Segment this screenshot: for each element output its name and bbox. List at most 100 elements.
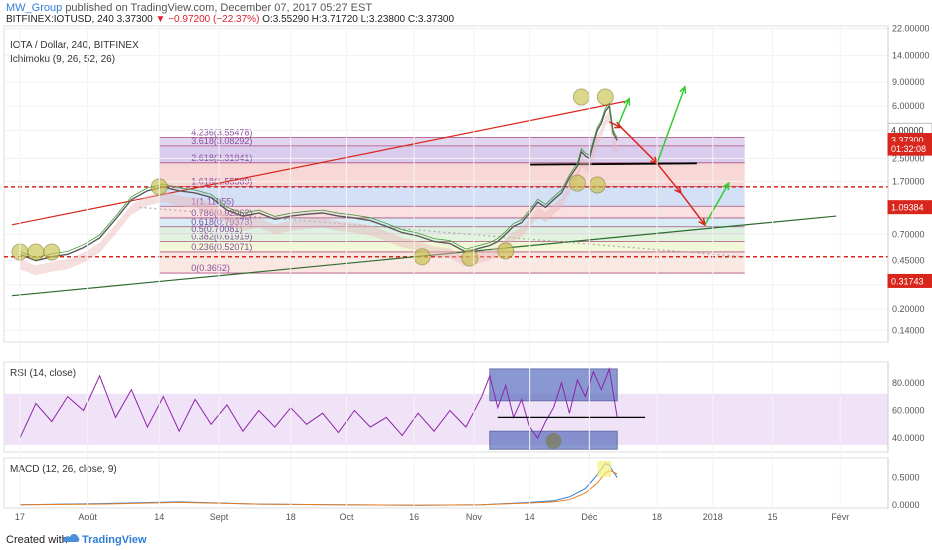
time-tick-label: 2018 bbox=[703, 512, 723, 522]
fib-band bbox=[159, 241, 745, 252]
symbol-line: BITFINEX:IOTUSD, 240 3.37300 ▼ −0.97200 … bbox=[6, 14, 454, 25]
fib-band bbox=[159, 226, 745, 235]
macd-highlight bbox=[597, 460, 612, 477]
price-tick-label: 9.00000 bbox=[892, 77, 925, 87]
green-arrow-head bbox=[623, 97, 631, 106]
fib-band bbox=[159, 206, 745, 218]
rsi-line bbox=[19, 366, 618, 440]
price-badge-label: 01:32:08 bbox=[891, 144, 926, 154]
red-arrow bbox=[656, 162, 682, 194]
time-tick-label: 18 bbox=[286, 512, 296, 522]
trend-line-black-level bbox=[529, 162, 697, 166]
rsi-title: RSI (14, close) bbox=[10, 368, 76, 379]
time-tick-label: Déc bbox=[581, 512, 598, 522]
fib-band bbox=[159, 137, 745, 146]
red-arrow-head bbox=[674, 185, 683, 195]
rsi-highlight-box bbox=[489, 368, 618, 402]
fib-level-label: 0.618(0.79373) bbox=[191, 217, 252, 227]
time-axis: 17 Août 14 Sept 18 Oct 16 Nov 14 Déc 18 2018 15 Févr bbox=[15, 26, 849, 522]
highlight-circle bbox=[497, 242, 515, 260]
chart-header: MW_Group published on TradingView.com, D… bbox=[0, 0, 932, 25]
macd-tick-label: 0.0000 bbox=[892, 500, 920, 510]
highlight-circle bbox=[27, 243, 45, 261]
price-badge-label: 1.09384 bbox=[891, 203, 924, 213]
price-tick-label: 0.14000 bbox=[892, 325, 925, 335]
highlight-circle bbox=[596, 88, 614, 106]
time-tick-label: 15 bbox=[768, 512, 778, 522]
price-tick-label: 2.50000 bbox=[892, 153, 925, 163]
red-arrow bbox=[680, 192, 706, 226]
red-arrow-head bbox=[698, 217, 706, 227]
chart-canvas[interactable]: 4.236(3.55478)3.618(3.08292) 2.618(2.3194… bbox=[0, 24, 932, 528]
time-tick-label: Sept bbox=[210, 512, 229, 522]
highlight-circle bbox=[572, 88, 590, 106]
highlight-circle bbox=[568, 174, 586, 192]
price-badge bbox=[887, 141, 932, 156]
time-tick-label: Oct bbox=[339, 512, 354, 522]
price-badge-label: 4.00000 bbox=[891, 125, 924, 135]
ichimoku-cloud bbox=[19, 111, 618, 276]
time-tick-label: 18 bbox=[652, 512, 662, 522]
rsi-tick-label: 80.0000 bbox=[892, 378, 925, 388]
price-change: −0.97200 (−22.37%) bbox=[168, 14, 260, 25]
green-arrow-head bbox=[679, 85, 687, 94]
rsi-highlight-circle bbox=[545, 432, 562, 449]
macd-panel: MACD (12, 26, close, 9) 0.5000 0.0000 bbox=[3, 457, 920, 510]
fib-level-label: 0.236(0.52071) bbox=[191, 242, 252, 252]
price-title: IOTA / Dollar, 240, BITFINEX bbox=[10, 40, 139, 51]
fib-level-label: 3.618(3.08292) bbox=[191, 136, 252, 146]
fib-level-label: 0(0.3652) bbox=[191, 263, 230, 273]
rsi-tick-label: 40.0000 bbox=[892, 433, 925, 443]
price-tick-label: 0.20000 bbox=[892, 304, 925, 314]
green-arrow bbox=[704, 182, 730, 226]
tradingview-logo-icon bbox=[63, 534, 80, 542]
price-tick-label: 6.00000 bbox=[892, 101, 925, 111]
time-tick-label: Nov bbox=[466, 512, 483, 522]
trend-line-red-trend bbox=[11, 100, 626, 226]
rsi-panel: RSI (14, close) 80.0000 60.0000 40.0000 bbox=[3, 361, 925, 453]
symbol-label: BITFINEX:IOTUSD, 240 bbox=[6, 14, 114, 25]
macd-tick-label: 0.5000 bbox=[892, 472, 920, 482]
green-arrow bbox=[656, 86, 686, 164]
fib-level-label: 1(1.11955) bbox=[191, 196, 234, 206]
highlight-circle bbox=[43, 243, 61, 261]
price-tick-label: 0.45000 bbox=[892, 256, 925, 266]
price-badge bbox=[887, 273, 932, 288]
footer-brand[interactable]: TradingView bbox=[82, 534, 147, 546]
price-badge-label: 3.37300 bbox=[891, 135, 924, 145]
green-arrow-head bbox=[722, 181, 730, 191]
price-tick-label: 1.70000 bbox=[892, 176, 925, 186]
time-tick-label: 14 bbox=[154, 512, 164, 522]
published-text: published on TradingView.com, December 0… bbox=[65, 2, 373, 14]
price-badge-label: 0.31743 bbox=[891, 276, 924, 286]
fib-band bbox=[159, 217, 745, 227]
footer: Created with TradingView bbox=[0, 528, 932, 550]
fib-level-label: 2.618(2.31941) bbox=[191, 153, 252, 163]
highlight-circle bbox=[413, 248, 431, 266]
highlight-circle bbox=[461, 249, 479, 267]
green-arrow bbox=[616, 98, 630, 128]
fib-level-label: 4.236(3.55478) bbox=[191, 127, 252, 137]
publish-line: MW_Group published on TradingView.com, D… bbox=[6, 2, 372, 14]
macd-plot-area bbox=[3, 457, 889, 509]
ichimoku-label: Ichimoku (9, 26, 52, 26) bbox=[10, 54, 115, 65]
footer-created-text: Created with bbox=[6, 534, 68, 546]
time-tick-label: 16 bbox=[409, 512, 419, 522]
last-price: 3.37300 bbox=[116, 14, 153, 25]
down-arrow-icon: ▼ bbox=[155, 14, 166, 25]
time-tick-label: Août bbox=[78, 512, 97, 522]
red-arrow bbox=[608, 121, 622, 129]
ohlc-values: O:3.55290 H:3.71720 L:3.23800 C:3.37300 bbox=[262, 14, 455, 25]
rsi-tick-label: 60.0000 bbox=[892, 405, 925, 415]
fib-level-label: 0.5(0.70081) bbox=[191, 224, 242, 234]
price-badge bbox=[887, 200, 932, 215]
price-tick-label: 14.00000 bbox=[892, 51, 930, 61]
time-tick-label: 17 bbox=[15, 512, 25, 522]
price-panel: 4.236(3.55478)3.618(3.08292) 2.618(2.3194… bbox=[3, 24, 932, 343]
author-link[interactable]: MW_Group bbox=[6, 2, 63, 14]
time-tick-label: Févr bbox=[831, 512, 849, 522]
highlight-circle bbox=[588, 176, 606, 194]
macd-title: MACD (12, 26, close, 9) bbox=[10, 464, 117, 475]
fib-band bbox=[159, 234, 745, 242]
price-tick-label: 22.00000 bbox=[892, 24, 930, 34]
